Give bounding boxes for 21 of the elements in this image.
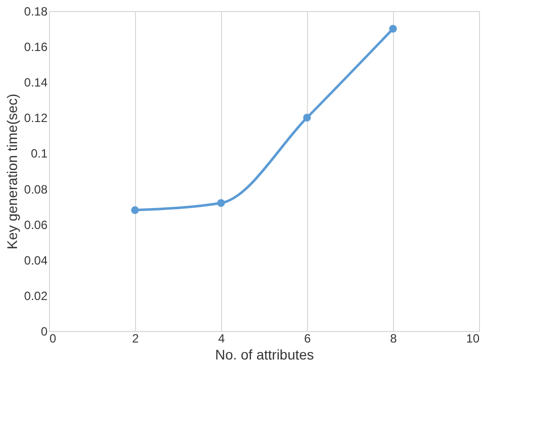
point [389, 24, 397, 33]
y-tick-label: 0.18 [24, 4, 48, 18]
y-tick-label: 0.14 [24, 76, 48, 90]
y-tick-label: 0.04 [24, 253, 48, 268]
point [303, 114, 311, 122]
y-tick-label: 0.1 [30, 146, 48, 161]
x-tick-label: 8 [390, 332, 398, 346]
x-tick-label: 10 [466, 332, 480, 346]
y-tick-label: 0.06 [24, 218, 48, 232]
x-tick-label: 6 [304, 332, 312, 346]
x-axis-title: No. of attributes [215, 346, 314, 362]
x-tick-label: 0 [50, 332, 56, 346]
x-tick-label: 2 [132, 332, 140, 346]
y-tick-label: 0.12 [24, 111, 48, 126]
point [131, 206, 139, 214]
y-tick-label: 0.08 [24, 182, 48, 196]
x-tick-label: 4 [218, 332, 226, 346]
y-tick-label: 0.02 [24, 288, 48, 303]
point [217, 199, 225, 207]
y-axis-title: Key generation time(sec) [4, 94, 20, 250]
y-tick-label: 0.16 [24, 40, 48, 54]
